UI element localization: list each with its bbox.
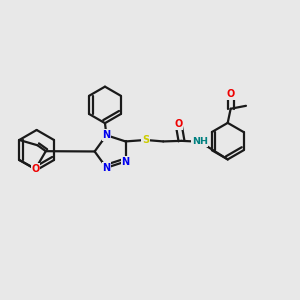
Text: O: O bbox=[32, 164, 40, 174]
Text: N: N bbox=[102, 163, 110, 173]
Text: O: O bbox=[226, 89, 235, 99]
Text: S: S bbox=[142, 135, 149, 145]
Text: N: N bbox=[102, 130, 110, 140]
Text: NH: NH bbox=[192, 137, 208, 146]
Text: N: N bbox=[122, 157, 130, 166]
Text: O: O bbox=[174, 119, 183, 129]
